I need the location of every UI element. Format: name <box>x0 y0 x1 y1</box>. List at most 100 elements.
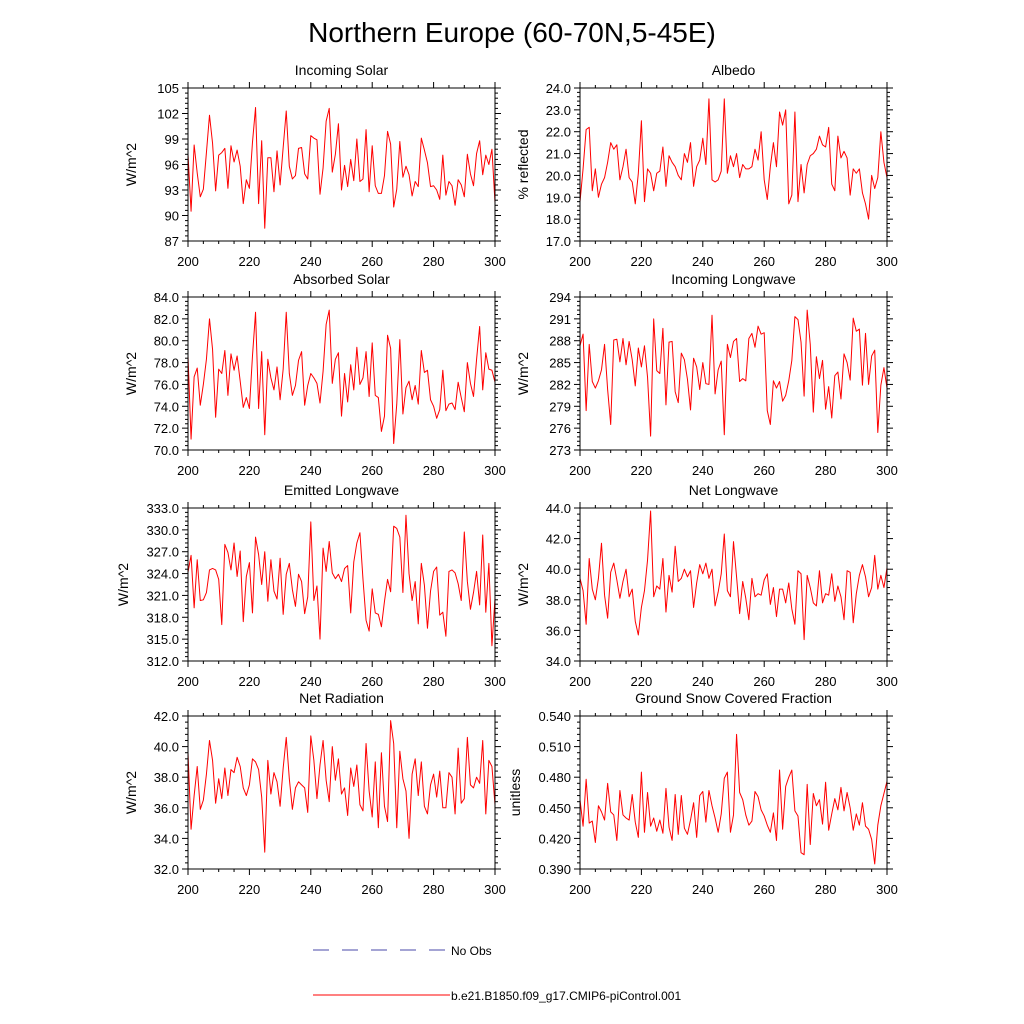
incoming-solar-x-tick-label: 300 <box>484 254 506 269</box>
net-radiation-x-tick-label: 260 <box>361 882 383 897</box>
absorbed-solar-y-tick-label: 70.0 <box>154 443 179 458</box>
net-radiation-y-tick-label: 38.0 <box>154 770 179 785</box>
panels: 200 220 240 260 280 300 87 90 93 96 99 102 105 Incomi… <box>115 62 898 897</box>
ground-snow-covered-fraction-y-axis-label: unitless <box>507 769 523 816</box>
net-radiation-y-axis-label: W/m^2 <box>123 771 139 814</box>
albedo-title: Albedo <box>712 62 756 78</box>
incoming-longwave-x-tick-label: 200 <box>569 463 591 478</box>
panel-absorbed-solar: 200 220 240 260 280 300 70.0 72.0 74.0 76.0 78.0 80… <box>123 271 506 478</box>
panel-albedo: 200 220 240 260 280 300 17.0 18.0 19.0 20.0 21.0 22… <box>515 62 898 269</box>
incoming-solar-y-tick-label: 87 <box>165 234 179 249</box>
incoming-longwave-y-tick-label: 282 <box>549 377 571 392</box>
legend: No Obs b.e21.B1850.f09_g17.CMIP6-piContr… <box>313 944 681 1003</box>
incoming-longwave-y-tick-label: 285 <box>549 356 571 371</box>
absorbed-solar-series-line <box>187 309 496 444</box>
incoming-longwave-series-line <box>579 309 888 437</box>
emitted-longwave-y-tick-label: 333.0 <box>146 501 179 516</box>
incoming-solar-x-tick-label: 240 <box>300 254 322 269</box>
albedo-x-tick-label: 280 <box>815 254 837 269</box>
incoming-solar-series-line <box>187 107 496 229</box>
absorbed-solar-y-tick-label: 82.0 <box>154 312 179 327</box>
albedo-x-tick-label: 220 <box>631 254 653 269</box>
emitted-longwave-x-tick-label: 280 <box>423 674 445 689</box>
absorbed-solar-x-tick-label: 280 <box>423 463 445 478</box>
legend-label-no-obs: No Obs <box>451 944 492 958</box>
net-longwave-x-tick-label: 240 <box>692 674 714 689</box>
net-longwave-x-tick-label: 260 <box>753 674 775 689</box>
absorbed-solar-x-tick-label: 300 <box>484 463 506 478</box>
net-radiation-x-tick-label: 220 <box>239 882 261 897</box>
panel-ground-snow-covered-fraction: 200 220 240 260 280 300 0.390 0.420 0.450 0.480 0.… <box>507 690 898 897</box>
ground-snow-covered-fraction-x-tick-label: 300 <box>876 882 898 897</box>
net-radiation-y-tick-label: 42.0 <box>154 709 179 724</box>
panel-incoming-longwave: 200 220 240 260 280 300 273 276 279 282 285 288 291 2… <box>515 271 898 478</box>
emitted-longwave-y-tick-label: 327.0 <box>146 545 179 560</box>
net-longwave-y-tick-label: 42.0 <box>546 532 571 547</box>
incoming-longwave-y-tick-label: 288 <box>549 334 571 349</box>
ground-snow-covered-fraction-x-tick-label: 280 <box>815 882 837 897</box>
incoming-solar-y-axis-label: W/m^2 <box>123 143 139 186</box>
emitted-longwave-y-axis-label: W/m^2 <box>115 563 131 606</box>
absorbed-solar-title: Absorbed Solar <box>293 271 390 287</box>
incoming-longwave-x-tick-label: 280 <box>815 463 837 478</box>
emitted-longwave-x-tick-label: 240 <box>300 674 322 689</box>
incoming-solar-y-tick-label: 93 <box>165 183 179 198</box>
absorbed-solar-y-axis-label: W/m^2 <box>123 352 139 395</box>
ground-snow-covered-fraction-y-tick-label: 0.450 <box>538 801 571 816</box>
net-longwave-title: Net Longwave <box>689 482 779 498</box>
albedo-y-tick-label: 23.0 <box>546 103 571 118</box>
emitted-longwave-y-tick-label: 330.0 <box>146 523 179 538</box>
absorbed-solar-y-tick-label: 76.0 <box>154 377 179 392</box>
ground-snow-covered-fraction-y-tick-label: 0.420 <box>538 831 571 846</box>
emitted-longwave-x-tick-label: 300 <box>484 674 506 689</box>
incoming-longwave-x-tick-label: 260 <box>753 463 775 478</box>
figure-title: Northern Europe (60-70N,5-45E) <box>308 17 716 48</box>
ground-snow-covered-fraction-x-tick-label: 200 <box>569 882 591 897</box>
absorbed-solar-x-tick-label: 220 <box>239 463 261 478</box>
panel-incoming-solar: 200 220 240 260 280 300 87 90 93 96 99 102 105 Incomi… <box>123 62 506 269</box>
incoming-longwave-y-tick-label: 276 <box>549 421 571 436</box>
albedo-series-line <box>579 98 888 220</box>
ground-snow-covered-fraction-y-tick-label: 0.510 <box>538 740 571 755</box>
incoming-longwave-x-tick-label: 240 <box>692 463 714 478</box>
net-longwave-x-tick-label: 300 <box>876 674 898 689</box>
albedo-x-tick-label: 300 <box>876 254 898 269</box>
ground-snow-covered-fraction-x-tick-label: 240 <box>692 882 714 897</box>
emitted-longwave-y-tick-label: 321.0 <box>146 588 179 603</box>
emitted-longwave-x-tick-label: 260 <box>361 674 383 689</box>
absorbed-solar-y-tick-label: 72.0 <box>154 421 179 436</box>
panel-emitted-longwave: 200 220 240 260 280 300 312.0 315.0 318.0 321.0 32… <box>115 482 506 689</box>
incoming-solar-y-tick-label: 105 <box>157 81 179 96</box>
ground-snow-covered-fraction-series-line <box>579 733 888 865</box>
net-radiation-title: Net Radiation <box>299 690 384 706</box>
incoming-solar-title: Incoming Solar <box>295 62 389 78</box>
emitted-longwave-y-tick-label: 318.0 <box>146 610 179 625</box>
net-radiation-x-tick-label: 240 <box>300 882 322 897</box>
incoming-longwave-y-tick-label: 294 <box>549 290 571 305</box>
ground-snow-covered-fraction-plot-frame <box>579 715 888 870</box>
net-longwave-plot-frame <box>579 507 888 662</box>
incoming-solar-y-tick-label: 99 <box>165 132 179 147</box>
ground-snow-covered-fraction-y-tick-label: 0.540 <box>538 709 571 724</box>
albedo-y-tick-label: 18.0 <box>546 212 571 227</box>
absorbed-solar-x-tick-label: 260 <box>361 463 383 478</box>
albedo-y-tick-label: 24.0 <box>546 81 571 96</box>
absorbed-solar-y-tick-label: 84.0 <box>154 290 179 305</box>
absorbed-solar-y-tick-label: 80.0 <box>154 334 179 349</box>
net-longwave-y-tick-label: 38.0 <box>546 593 571 608</box>
incoming-solar-x-tick-label: 220 <box>239 254 261 269</box>
net-radiation-x-tick-label: 280 <box>423 882 445 897</box>
net-longwave-x-tick-label: 280 <box>815 674 837 689</box>
legend-label-model: b.e21.B1850.f09_g17.CMIP6-piControl.001 <box>451 989 681 1003</box>
ground-snow-covered-fraction-title: Ground Snow Covered Fraction <box>635 690 832 706</box>
albedo-y-tick-label: 21.0 <box>546 147 571 162</box>
ground-snow-covered-fraction-y-tick-label: 0.480 <box>538 770 571 785</box>
albedo-y-tick-label: 17.0 <box>546 234 571 249</box>
incoming-longwave-x-tick-label: 300 <box>876 463 898 478</box>
panel-net-longwave: 200 220 240 260 280 300 34.0 36.0 38.0 40.0 42.0 44… <box>515 482 898 689</box>
albedo-y-tick-label: 22.0 <box>546 125 571 140</box>
incoming-solar-x-tick-label: 200 <box>177 254 199 269</box>
net-longwave-x-tick-label: 220 <box>631 674 653 689</box>
emitted-longwave-title: Emitted Longwave <box>284 482 399 498</box>
